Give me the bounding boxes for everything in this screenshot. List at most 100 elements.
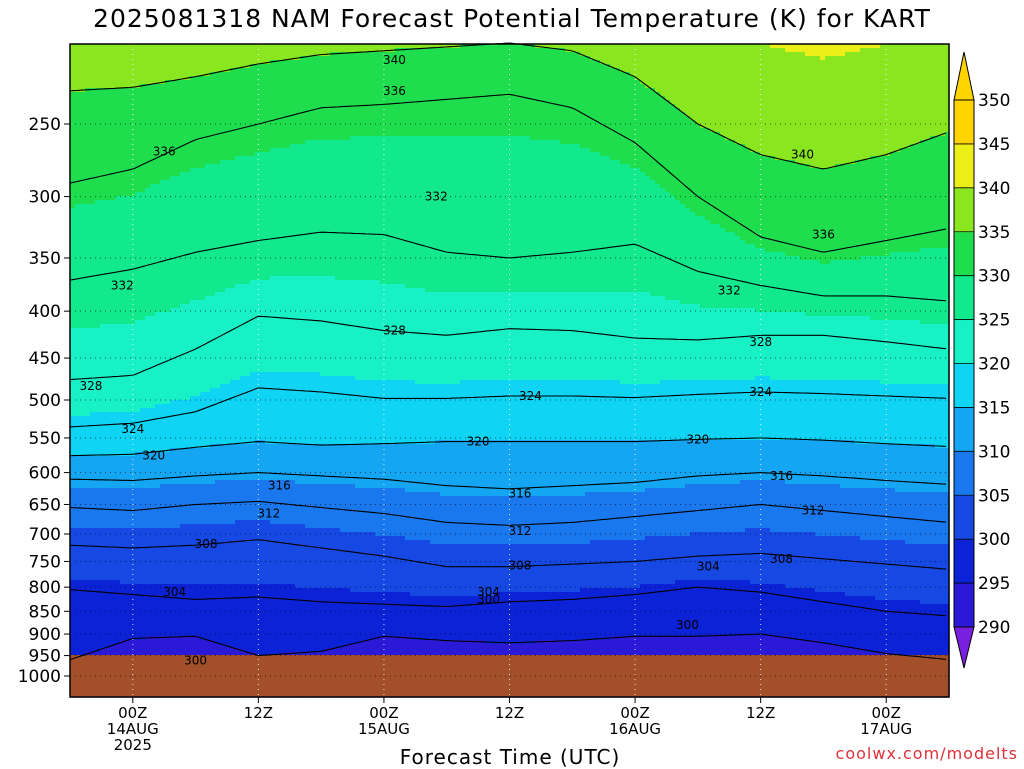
theta-cell bbox=[80, 492, 86, 497]
theta-cell bbox=[140, 224, 146, 229]
theta-cell bbox=[120, 376, 126, 381]
theta-cell bbox=[175, 388, 181, 393]
theta-cell bbox=[140, 384, 146, 389]
theta-cell bbox=[205, 640, 211, 645]
theta-cell bbox=[130, 560, 136, 565]
theta-cell bbox=[145, 640, 151, 645]
theta-cell bbox=[185, 292, 191, 297]
theta-cell bbox=[100, 188, 106, 193]
theta-cell bbox=[70, 268, 76, 273]
theta-cell bbox=[125, 300, 131, 305]
theta-cell bbox=[115, 368, 121, 373]
theta-cell bbox=[195, 436, 201, 441]
theta-cell bbox=[70, 488, 76, 493]
theta-cell bbox=[210, 500, 216, 505]
theta-cell bbox=[215, 220, 221, 225]
theta-cell bbox=[140, 228, 146, 233]
theta-cell bbox=[155, 540, 161, 545]
theta-cell bbox=[80, 628, 86, 633]
theta-cell bbox=[150, 108, 156, 113]
theta-cell bbox=[175, 204, 181, 209]
theta-cell bbox=[200, 140, 206, 145]
theta-cell bbox=[195, 132, 201, 137]
theta-cell bbox=[95, 488, 101, 493]
theta-cell bbox=[165, 616, 171, 621]
theta-cell bbox=[80, 212, 86, 217]
theta-cell bbox=[110, 264, 116, 269]
theta-cell bbox=[190, 164, 196, 169]
theta-cell bbox=[200, 288, 206, 293]
theta-cell bbox=[90, 64, 96, 69]
theta-cell bbox=[215, 396, 221, 401]
theta-cell bbox=[85, 400, 91, 405]
theta-cell bbox=[130, 96, 136, 101]
theta-cell bbox=[105, 336, 111, 341]
theta-cell bbox=[140, 340, 146, 345]
theta-cell bbox=[150, 468, 156, 473]
theta-cell bbox=[110, 472, 116, 477]
theta-cell bbox=[200, 188, 206, 193]
theta-cell bbox=[190, 116, 196, 121]
theta-cell bbox=[110, 384, 116, 389]
theta-cell bbox=[200, 408, 206, 413]
theta-cell bbox=[85, 292, 91, 297]
theta-cell bbox=[165, 260, 171, 265]
theta-cell bbox=[165, 452, 171, 457]
theta-cell bbox=[115, 540, 121, 545]
theta-cell bbox=[110, 496, 116, 501]
theta-cell bbox=[190, 80, 196, 85]
theta-cell bbox=[145, 560, 151, 565]
theta-cell bbox=[205, 132, 211, 137]
theta-cell bbox=[90, 244, 96, 249]
theta-cell bbox=[135, 48, 141, 53]
theta-cell bbox=[200, 280, 206, 285]
theta-cell bbox=[165, 304, 171, 309]
theta-cell bbox=[80, 216, 86, 221]
theta-cell bbox=[215, 92, 221, 97]
theta-cell bbox=[215, 336, 221, 341]
theta-cell bbox=[150, 132, 156, 137]
theta-cell bbox=[115, 516, 121, 521]
theta-cell bbox=[160, 304, 166, 309]
theta-cell bbox=[100, 208, 106, 213]
theta-cell bbox=[75, 44, 81, 49]
theta-cell bbox=[215, 120, 221, 125]
theta-cell bbox=[170, 216, 176, 221]
theta-cell bbox=[135, 596, 141, 601]
theta-cell bbox=[150, 300, 156, 305]
theta-cell bbox=[70, 448, 76, 453]
theta-cell bbox=[85, 552, 91, 557]
theta-cell bbox=[100, 152, 106, 157]
theta-cell bbox=[95, 220, 101, 225]
theta-cell bbox=[70, 324, 76, 329]
theta-cell bbox=[100, 504, 106, 509]
theta-cell bbox=[200, 168, 206, 173]
theta-cell bbox=[170, 84, 176, 89]
theta-cell bbox=[150, 276, 156, 281]
theta-cell bbox=[75, 412, 81, 417]
theta-cell bbox=[220, 116, 226, 121]
theta-cell bbox=[150, 560, 156, 565]
theta-cell bbox=[105, 136, 111, 141]
theta-cell bbox=[155, 584, 161, 589]
theta-cell bbox=[215, 344, 221, 349]
theta-cell bbox=[205, 596, 211, 601]
theta-cell bbox=[70, 208, 76, 213]
theta-cell bbox=[185, 300, 191, 305]
theta-cell bbox=[195, 100, 201, 105]
theta-cell bbox=[160, 320, 166, 325]
theta-cell bbox=[155, 164, 161, 169]
theta-cell bbox=[95, 76, 101, 81]
theta-cell bbox=[130, 144, 136, 149]
theta-cell bbox=[185, 560, 191, 565]
theta-cell bbox=[90, 548, 96, 553]
theta-cell bbox=[175, 512, 181, 517]
theta-cell bbox=[190, 312, 196, 317]
theta-cell bbox=[135, 180, 141, 185]
theta-cell bbox=[105, 100, 111, 105]
theta-cell bbox=[95, 332, 101, 337]
theta-cell bbox=[80, 616, 86, 621]
theta-cell bbox=[130, 420, 136, 425]
theta-cell bbox=[80, 384, 86, 389]
theta-cell bbox=[110, 332, 116, 337]
